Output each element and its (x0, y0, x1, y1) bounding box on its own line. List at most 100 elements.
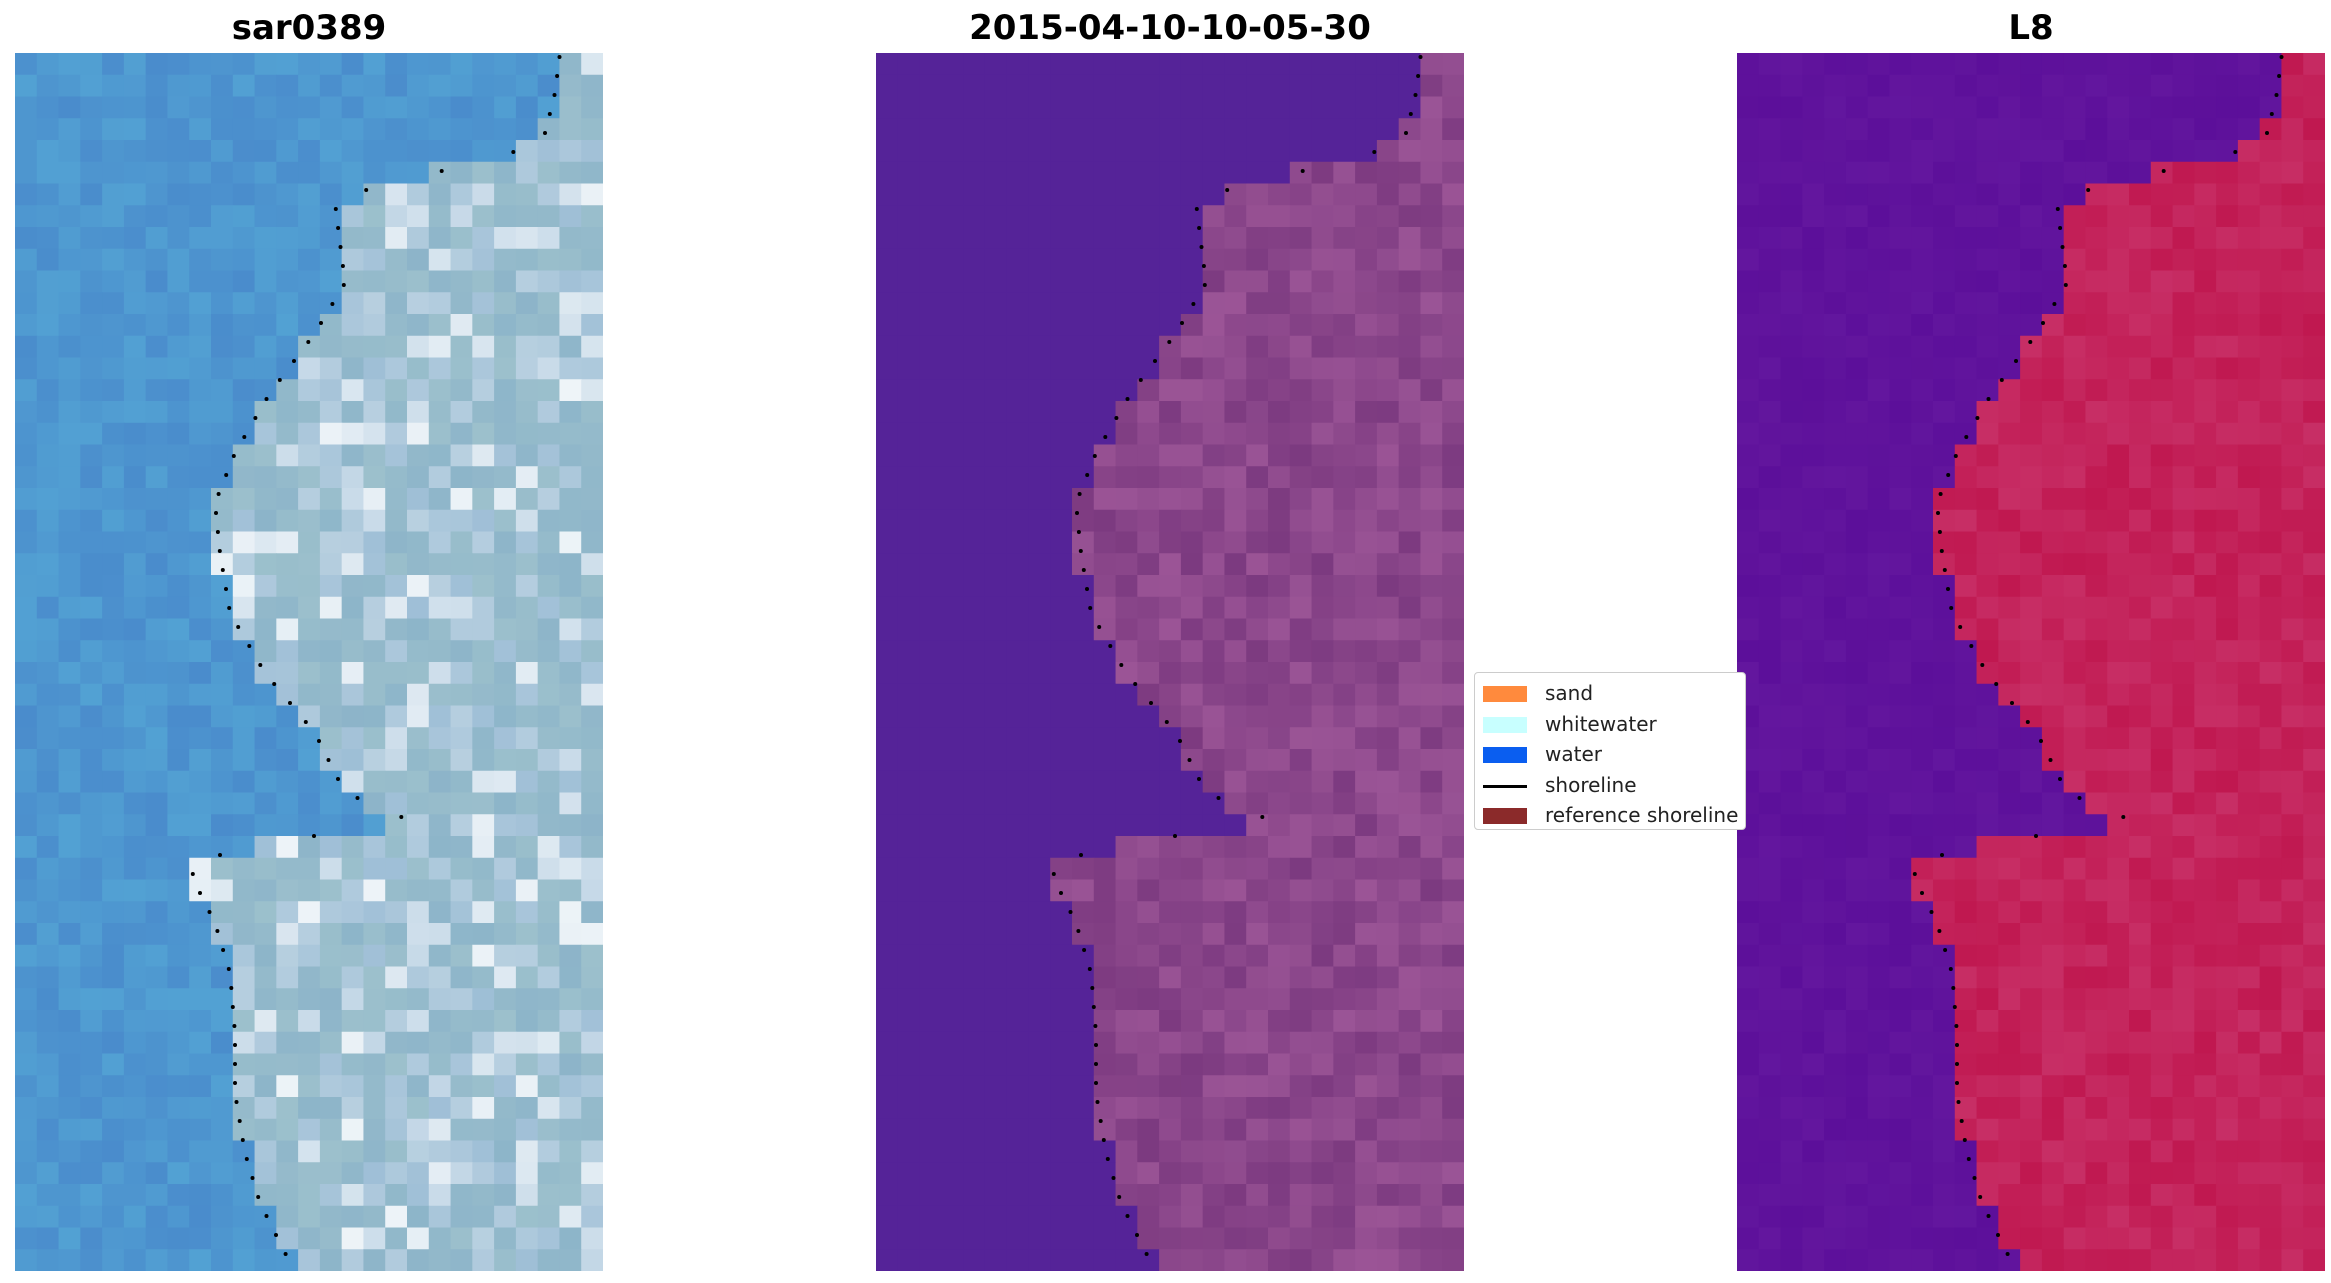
shoreline-dot (234, 1100, 239, 1104)
water-pixel (1072, 379, 1095, 402)
water-pixel (1889, 422, 1912, 446)
water-pixel (123, 857, 147, 881)
water-pixel (1758, 1075, 1782, 1098)
water-pixel (984, 683, 1008, 707)
shoreline-dot (1972, 1176, 1977, 1180)
water-pixel (1911, 988, 1934, 1011)
water-pixel (1889, 1162, 1912, 1185)
water-pixel (1867, 944, 1891, 968)
shoreline-dot (1187, 758, 1192, 762)
water-pixel (298, 140, 321, 163)
land-pixel (2194, 1184, 2217, 1207)
water-pixel (36, 1075, 60, 1098)
water-pixel (232, 640, 256, 663)
land-pixel (537, 401, 561, 424)
land-pixel (385, 618, 408, 641)
water-pixel (1976, 814, 1999, 837)
land-pixel (1268, 923, 1291, 946)
land-pixel (537, 118, 561, 141)
water-pixel (1093, 379, 1117, 402)
water-pixel (1028, 74, 1051, 98)
land-pixel (1050, 879, 1073, 902)
water-pixel (1824, 314, 1847, 337)
land-pixel (537, 662, 561, 685)
water-pixel (1137, 270, 1160, 293)
water-pixel (1889, 161, 1912, 185)
water-pixel (123, 422, 147, 446)
land-pixel (1137, 488, 1160, 511)
land-pixel (2107, 683, 2130, 707)
water-pixel (36, 335, 60, 359)
water-pixel (102, 705, 125, 728)
water-pixel (80, 901, 103, 924)
land-pixel (1311, 1118, 1334, 1142)
land-pixel (1246, 792, 1269, 815)
land-pixel (2172, 988, 2195, 1011)
water-pixel (984, 596, 1008, 620)
water-pixel (2020, 749, 2043, 772)
water-pixel (941, 357, 964, 380)
land-pixel (1954, 1010, 1978, 1033)
water-pixel (1050, 1031, 1073, 1055)
water-pixel (1289, 96, 1313, 119)
water-pixel (123, 531, 147, 554)
land-pixel (385, 683, 408, 707)
water-pixel (102, 1053, 125, 1076)
land-pixel (2129, 379, 2152, 402)
land-pixel (2172, 1118, 2195, 1142)
land-pixel (2237, 553, 2261, 576)
land-pixel (2150, 575, 2174, 598)
water-pixel (1802, 966, 1825, 989)
land-pixel (1420, 1053, 1443, 1076)
land-pixel (537, 1010, 561, 1033)
land-pixel (494, 1249, 517, 1271)
water-pixel (984, 335, 1008, 359)
land-pixel (559, 596, 582, 620)
land-pixel (2194, 814, 2217, 837)
land-pixel (254, 988, 277, 1011)
land-pixel (2194, 314, 2217, 337)
land-pixel (494, 553, 517, 576)
water-pixel (919, 596, 942, 620)
water-pixel (1355, 140, 1378, 163)
water-pixel (1802, 1075, 1825, 1098)
water-pixel (211, 401, 234, 424)
water-pixel (80, 662, 103, 685)
water-pixel (15, 183, 38, 206)
water-pixel (876, 923, 899, 946)
water-pixel (1758, 836, 1782, 859)
rgb-satellite-image (15, 53, 603, 1271)
land-pixel (2172, 314, 2195, 337)
water-pixel (919, 553, 942, 576)
water-pixel (1802, 988, 1825, 1011)
land-pixel (2303, 901, 2325, 924)
water-pixel (1072, 705, 1095, 728)
land-pixel (2216, 879, 2239, 902)
water-pixel (145, 966, 169, 989)
water-pixel (984, 857, 1008, 881)
water-pixel (1867, 705, 1891, 728)
water-pixel (1889, 292, 1912, 315)
land-pixel (1202, 248, 1226, 272)
land-pixel (2129, 227, 2152, 250)
land-pixel (1246, 1075, 1269, 1098)
water-pixel (984, 488, 1008, 511)
water-pixel (1006, 270, 1030, 293)
water-pixel (876, 553, 899, 576)
water-pixel (1933, 944, 1956, 968)
water-pixel (1072, 357, 1095, 380)
shoreline-dot (230, 1005, 235, 1009)
water-pixel (1976, 792, 1999, 815)
land-pixel (581, 1010, 603, 1033)
land-pixel (1115, 1097, 1138, 1120)
land-pixel (1115, 488, 1138, 511)
water-pixel (1758, 792, 1782, 815)
land-pixel (298, 966, 321, 989)
land-pixel (407, 879, 430, 902)
water-pixel (189, 74, 212, 98)
land-pixel (1376, 1162, 1400, 1185)
water-pixel (15, 444, 38, 467)
land-pixel (581, 662, 603, 685)
land-pixel (1268, 1097, 1291, 1120)
land-pixel (1333, 770, 1356, 794)
